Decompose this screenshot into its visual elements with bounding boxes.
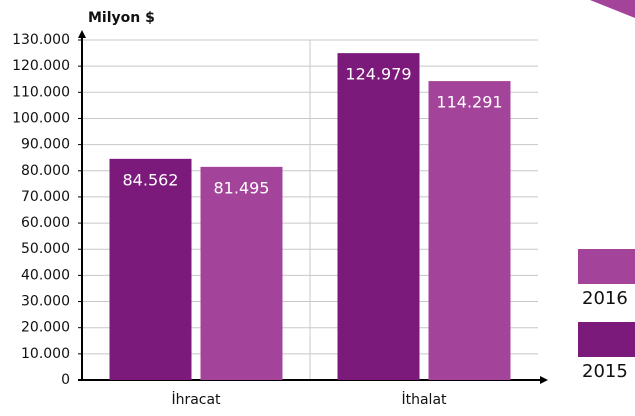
bar: [337, 53, 420, 381]
x-tick-label: İthalat: [401, 390, 447, 408]
y-tick-label: 90.000: [21, 137, 70, 153]
legend-label: 2015: [582, 361, 628, 382]
bar: [200, 166, 283, 380]
y-tick-label: 30.000: [21, 294, 70, 310]
x-tick-label: İhracat: [171, 390, 221, 408]
value-label: 81.495: [214, 178, 270, 197]
value-label: 114.291: [436, 93, 502, 112]
y-tick-label: 110.000: [12, 84, 70, 100]
y-tick-label: 60.000: [21, 215, 70, 231]
legend-swatch: [578, 322, 635, 357]
y-tick-label: 70.000: [21, 189, 70, 205]
value-label: 84.562: [123, 170, 179, 189]
legend-swatch: [578, 249, 635, 284]
corner-decoration: [590, 0, 635, 18]
y-tick-label: 50.000: [21, 241, 70, 257]
y-tick-label: 10.000: [21, 346, 70, 362]
y-axis-arrow: [78, 30, 86, 38]
y-tick-label: 80.000: [21, 163, 70, 179]
y-axis-label: Milyon $: [88, 10, 155, 26]
y-tick-label: 0: [61, 372, 70, 388]
legend-label: 2016: [582, 288, 628, 309]
y-tick-label: 120.000: [12, 58, 70, 74]
x-axis-arrow: [540, 376, 548, 384]
bar: [428, 81, 511, 380]
value-label: 124.979: [345, 65, 411, 84]
y-tick-label: 130.000: [12, 32, 70, 48]
bar: [109, 158, 192, 380]
y-tick-label: 20.000: [21, 320, 70, 336]
y-tick-label: 40.000: [21, 267, 70, 283]
y-tick-label: 100.000: [12, 110, 70, 126]
